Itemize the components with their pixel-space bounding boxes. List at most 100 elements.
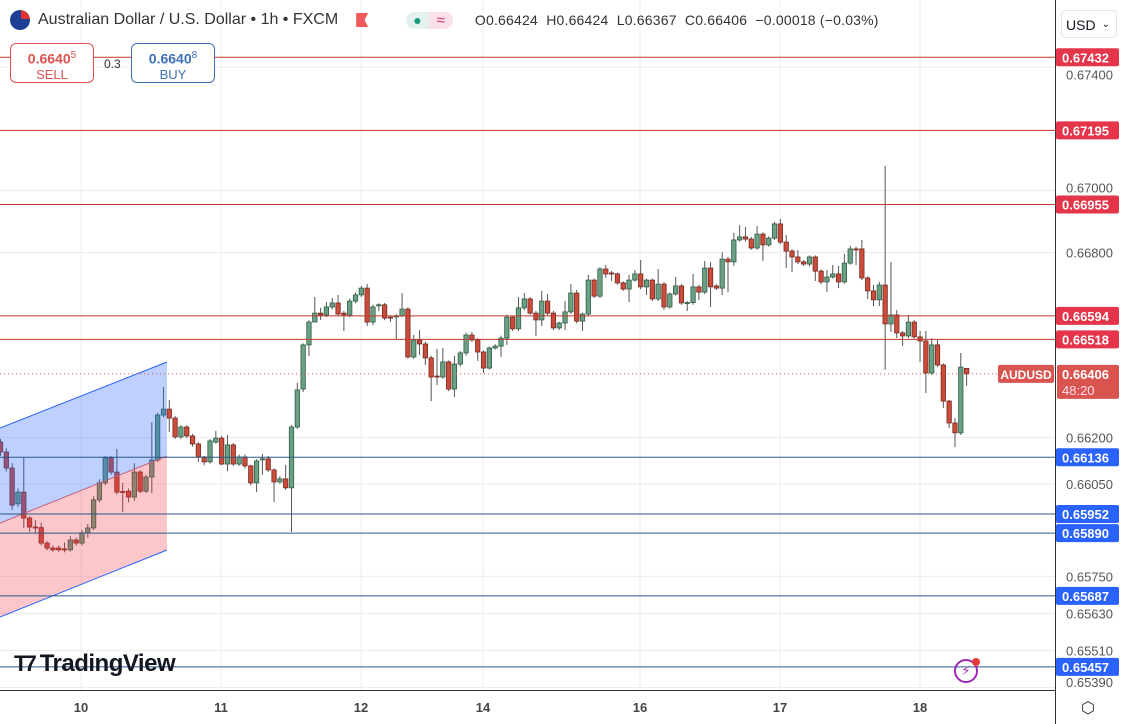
candle-body-bear — [533, 312, 539, 321]
candle-body-bull — [684, 302, 690, 305]
market-open-dot-icon: ● — [406, 11, 429, 29]
candle-body-bear — [550, 312, 557, 329]
candle — [946, 399, 952, 428]
candle — [748, 236, 754, 250]
current-price-label: 0.66406 — [1062, 367, 1109, 382]
candle — [649, 278, 655, 302]
candle — [655, 268, 661, 302]
price-tick-label: 0.67000 — [1066, 180, 1113, 195]
candle-body-bear — [38, 527, 44, 544]
candle-body-bull — [585, 279, 591, 315]
candle — [61, 542, 68, 553]
currency-select[interactable]: USD ⌄ — [1061, 10, 1117, 38]
candle-body-bull — [352, 294, 359, 302]
parallel-channel-drawing[interactable] — [0, 361, 168, 618]
candle-body-bear — [364, 287, 370, 323]
candle-body-bull — [463, 334, 469, 354]
candle — [568, 284, 574, 315]
candle — [609, 270, 615, 282]
price-tick-label: 0.67400 — [1066, 67, 1113, 82]
candle — [230, 443, 236, 466]
candle — [830, 264, 836, 279]
candle — [504, 314, 510, 345]
candle — [312, 297, 318, 323]
level-price-label: 0.66955 — [1062, 197, 1109, 212]
price-axis[interactable]: 0.67400 0.67000 0.66800 0.66200 0.66050 0.657… — [1066, 67, 1113, 690]
flag-marker-icon[interactable] — [356, 13, 369, 27]
candle — [347, 298, 353, 318]
symbol-title[interactable]: Australian Dollar / U.S. Dollar • 1h • F… — [38, 11, 339, 28]
candle-body-bear — [219, 437, 225, 465]
status-pills[interactable]: ● ≈ — [406, 11, 453, 29]
candle-body-bear — [387, 316, 394, 319]
time-tick-label: 17 — [773, 700, 787, 715]
channel-mid-line — [0, 455, 168, 524]
candle-body-bear — [73, 539, 79, 544]
ohlc-high: H0.66424 — [546, 12, 609, 28]
candle — [15, 488, 21, 507]
candle — [952, 418, 958, 448]
candle — [288, 425, 295, 532]
candle — [673, 277, 679, 296]
candle-body-bear — [760, 233, 766, 246]
candle-body-bear — [265, 458, 271, 471]
candle-body-bear — [428, 357, 434, 378]
candle-body-bull — [737, 236, 743, 241]
candle-body-bull — [521, 298, 527, 309]
candle-body-bear — [964, 367, 970, 375]
level-price-tag — [1056, 448, 1119, 467]
candle-body-bull — [806, 256, 813, 265]
time-axis[interactable]: 10 11 12 14 16 17 18 — [74, 700, 927, 715]
candle-body-bull — [312, 312, 318, 323]
candle-body-bull — [597, 268, 603, 297]
candle — [294, 382, 300, 429]
candle-body-bear — [137, 471, 143, 492]
candle — [446, 360, 452, 392]
candle-body-bull — [300, 344, 306, 390]
candle-body-bull — [329, 302, 335, 308]
level-price-tag — [1056, 330, 1119, 349]
candle — [387, 315, 394, 323]
candle — [137, 469, 143, 494]
candle — [451, 356, 458, 398]
candle — [463, 332, 469, 356]
candle-body-bull — [411, 339, 417, 358]
candle-body-bull — [905, 321, 912, 337]
candle-body-bull — [539, 300, 545, 321]
candle-body-bull — [673, 285, 679, 295]
candle — [894, 310, 900, 339]
candle — [67, 536, 73, 552]
candle — [265, 456, 271, 473]
candle — [9, 463, 15, 511]
candle — [341, 310, 347, 332]
candle — [236, 454, 242, 466]
buy-button[interactable]: 0.66408 BUY — [131, 43, 215, 83]
candle — [900, 331, 906, 347]
candle-body-bull — [731, 239, 737, 263]
candle — [812, 255, 818, 282]
candle-body-bear — [317, 312, 324, 316]
candle-body-bear — [44, 542, 50, 549]
chart-header: Australian Dollar / U.S. Dollar • 1h • F… — [10, 10, 879, 30]
time-tick-label: 12 — [354, 700, 368, 715]
lightning-alert-icon[interactable]: ⚡ — [954, 658, 980, 683]
sell-button[interactable]: 0.66405 SELL — [10, 43, 94, 83]
candle-body-bull — [626, 279, 632, 290]
candle — [923, 331, 929, 394]
candle-body-bear — [911, 321, 917, 338]
chart-settings-icon[interactable]: ⬡ — [1081, 700, 1095, 717]
bar-countdown: 48:20 — [1062, 383, 1095, 398]
candle — [888, 261, 894, 332]
level-price-label: 0.67432 — [1062, 50, 1109, 65]
candle — [870, 285, 877, 307]
candle-body-bull — [213, 437, 219, 443]
tradingview-logo[interactable]: T7 TradingView — [14, 650, 176, 678]
time-tick-label: 10 — [74, 700, 88, 715]
candle — [26, 516, 33, 532]
candle — [422, 341, 428, 365]
candle-body-bull — [294, 389, 300, 428]
candle — [620, 281, 626, 291]
candle — [574, 289, 580, 324]
candle-body-bull — [440, 361, 446, 378]
